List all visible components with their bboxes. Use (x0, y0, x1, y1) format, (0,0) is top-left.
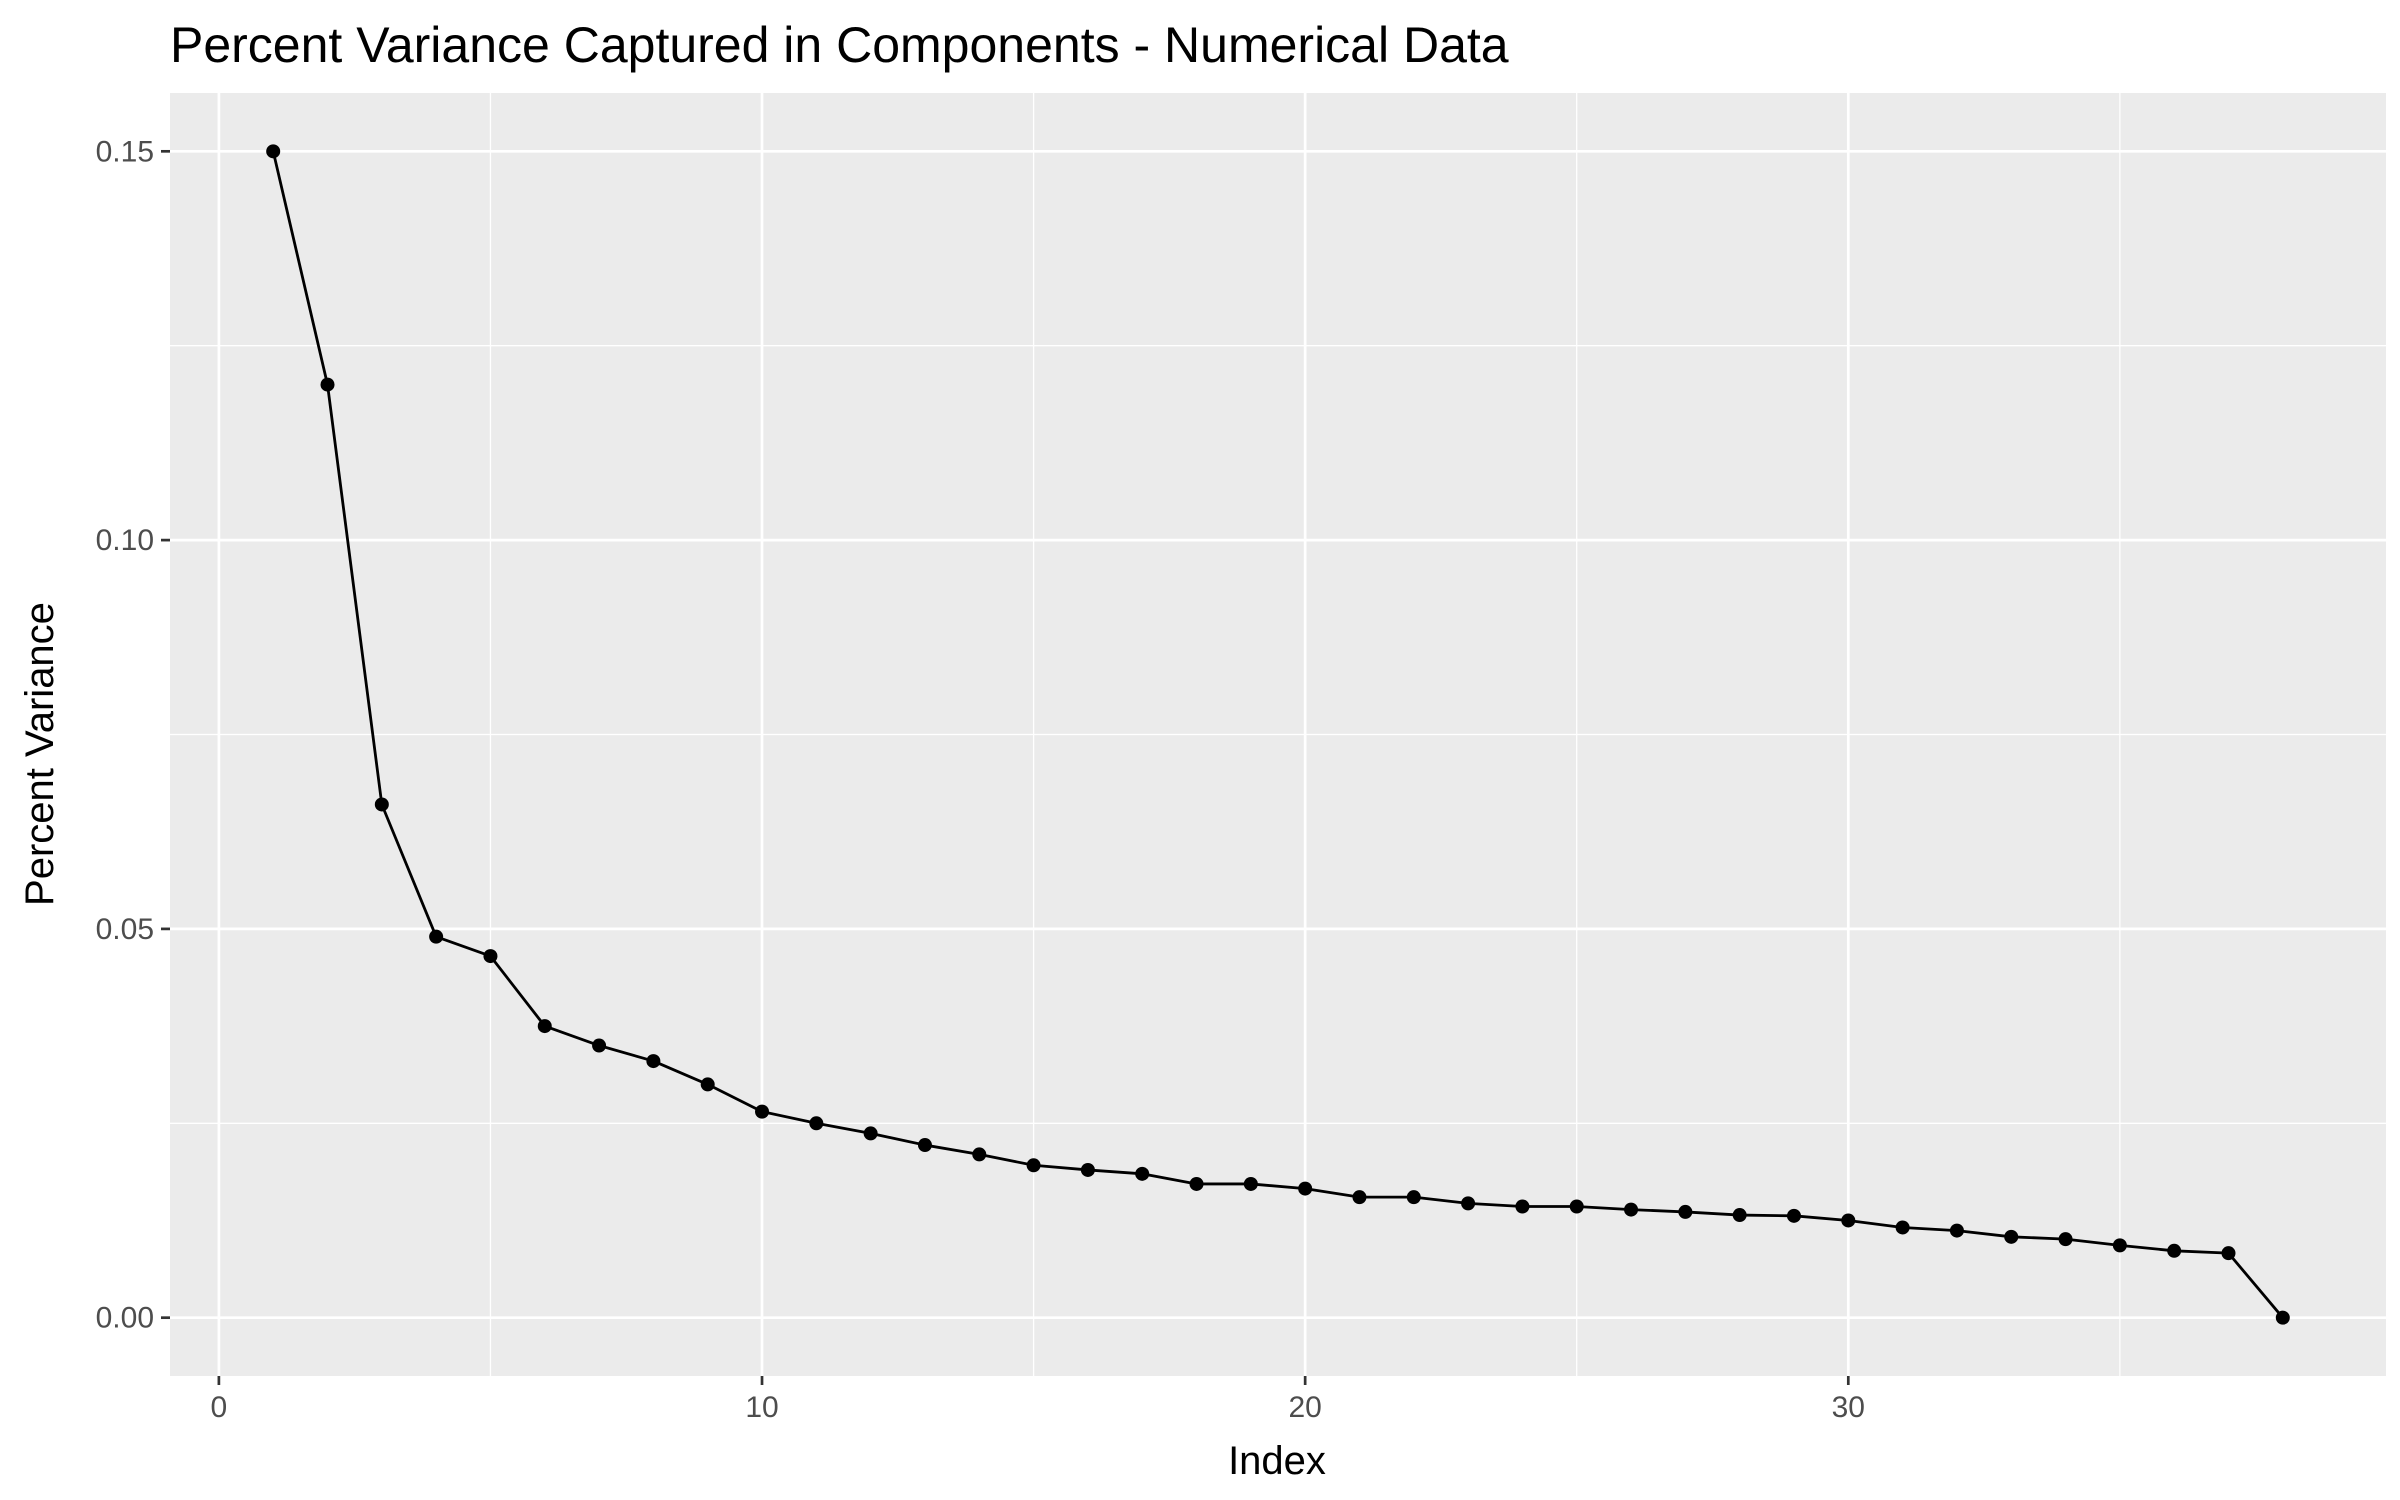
y-axis-title: Percent Variance (18, 602, 62, 906)
data-point (1895, 1220, 1910, 1235)
data-point (1135, 1166, 1150, 1181)
data-point (2004, 1229, 2019, 1244)
data-point (537, 1019, 552, 1034)
data-point (863, 1126, 878, 1141)
data-point (646, 1054, 661, 1069)
data-point (1732, 1208, 1747, 1223)
x-tick-label: 10 (745, 1391, 778, 1424)
data-point (1515, 1199, 1530, 1214)
data-point (2167, 1243, 2182, 1258)
data-point (2221, 1246, 2236, 1261)
series-line (271, 151, 2284, 1319)
data-point (917, 1138, 932, 1153)
grid-minor (170, 93, 2386, 1376)
y-tick-label: 0.10 (96, 524, 154, 557)
data-point (1352, 1190, 1367, 1205)
chart-title: Percent Variance Captured in Components … (170, 17, 1509, 73)
data-point (2058, 1232, 2073, 1247)
data-point (429, 929, 444, 944)
data-point (1189, 1176, 1204, 1191)
data-point (1298, 1181, 1313, 1196)
data-point (483, 949, 498, 964)
data-point (1569, 1199, 1584, 1214)
data-point (809, 1116, 824, 1131)
data-point (1786, 1208, 1801, 1223)
data-point (1678, 1204, 1693, 1219)
data-point (266, 144, 281, 159)
data-point (1949, 1223, 1964, 1238)
data-point (972, 1147, 987, 1162)
data-point (2275, 1310, 2290, 1325)
data-point (1461, 1196, 1476, 1211)
x-axis: 0 10 20 30 (211, 1376, 1865, 1424)
data-point (1243, 1176, 1258, 1191)
series-layer (266, 144, 2290, 1325)
data-point (1841, 1213, 1856, 1228)
data-point (755, 1104, 770, 1119)
data-point (2112, 1238, 2127, 1253)
data-point (374, 797, 389, 812)
grid-major (170, 93, 2386, 1376)
data-point (700, 1077, 715, 1092)
x-tick-label: 20 (1288, 1391, 1321, 1424)
data-point (1080, 1162, 1095, 1177)
data-point (320, 377, 335, 392)
data-point (1026, 1158, 1041, 1173)
x-tick-label: 30 (1832, 1391, 1865, 1424)
data-point (1406, 1190, 1421, 1205)
x-axis-title: Index (1228, 1439, 1326, 1483)
x-tick-label: 0 (211, 1391, 228, 1424)
y-tick-label: 0.15 (96, 135, 154, 168)
y-axis: 0.00 0.05 0.10 0.15 (96, 135, 170, 1335)
y-tick-label: 0.05 (96, 913, 154, 946)
data-point (592, 1038, 607, 1053)
y-tick-label: 0.00 (96, 1302, 154, 1335)
data-point (1624, 1202, 1639, 1217)
